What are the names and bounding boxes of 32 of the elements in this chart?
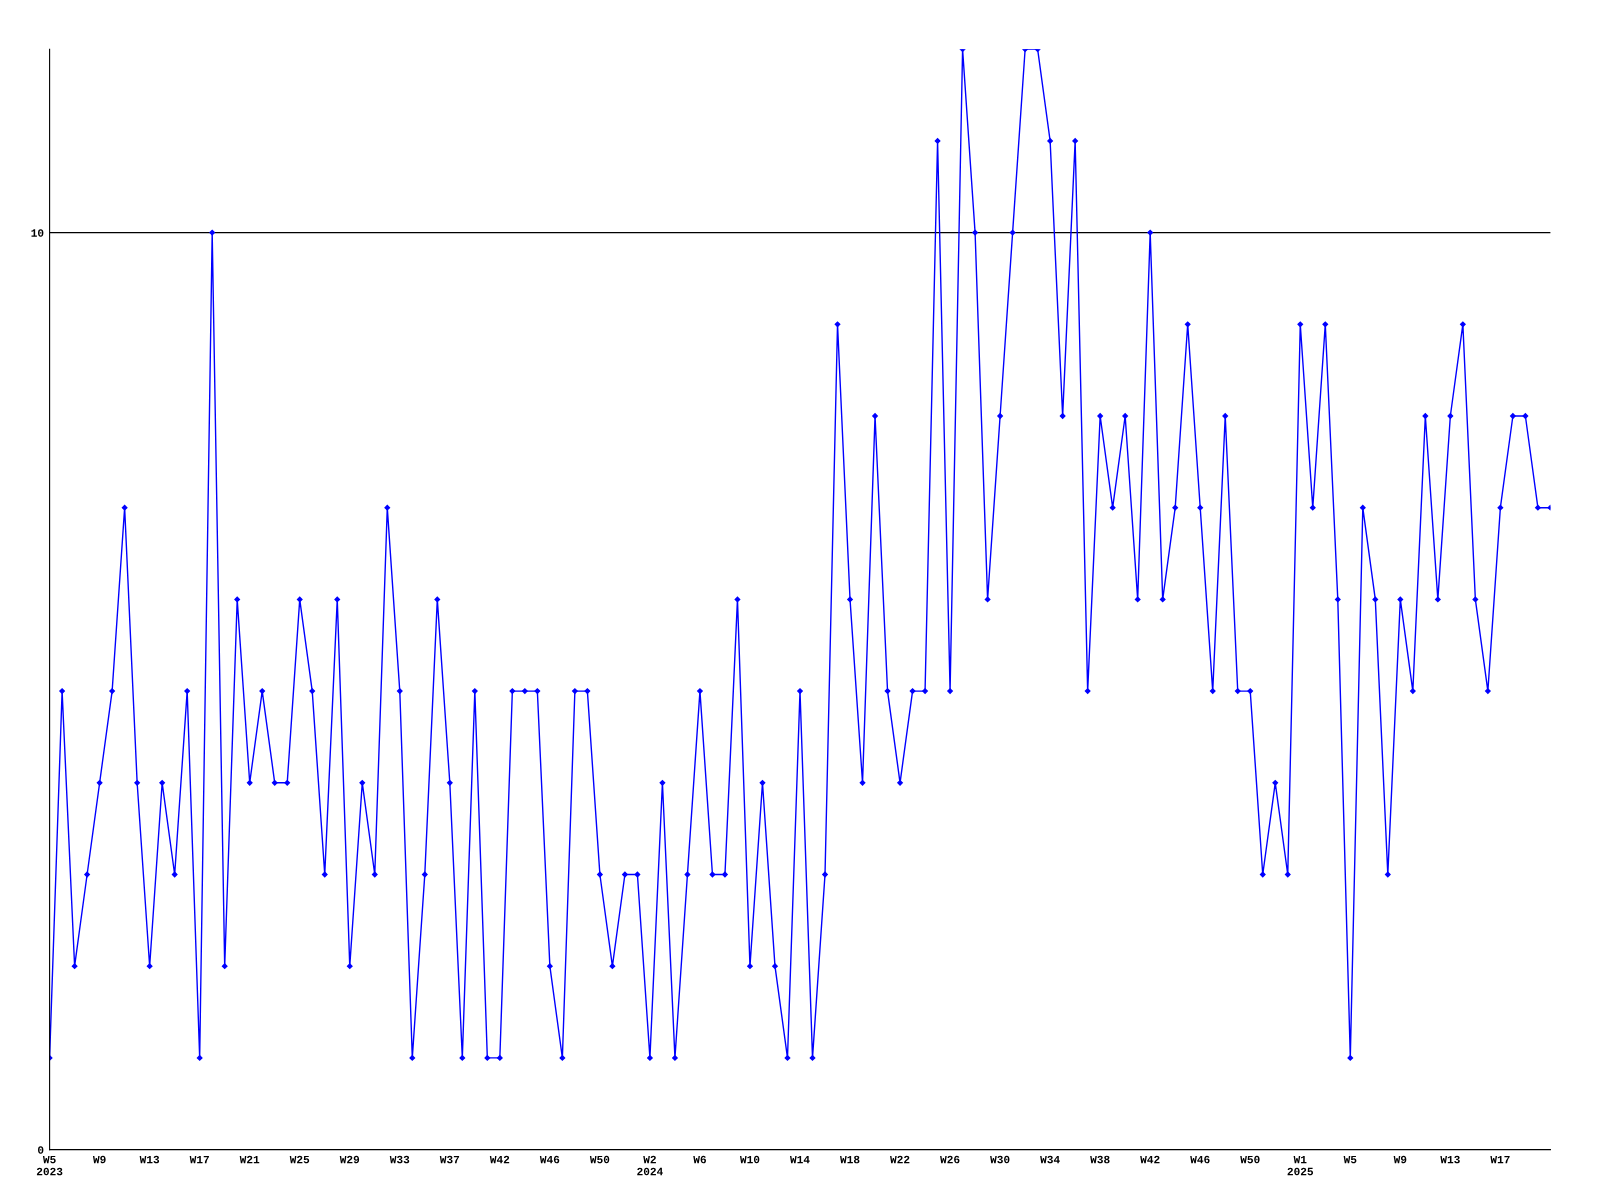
x-tick-label: W17 — [1490, 1155, 1510, 1164]
x-tick-label: W50 — [589, 1155, 610, 1164]
x-tick-label: W42 — [1140, 1155, 1160, 1164]
x-tick-label: W18 — [840, 1155, 860, 1164]
x-tick-label: W2 2024 — [637, 1155, 663, 1176]
x-tick-label: W38 — [1090, 1155, 1110, 1164]
x-tick-label: W22 — [890, 1155, 910, 1164]
x-tick-label: W6 — [693, 1155, 706, 1164]
x-tick-label: W21 — [239, 1155, 260, 1164]
y-tick-label: 10 — [31, 229, 44, 237]
x-tick-label: W37 — [439, 1155, 460, 1164]
x-tick-label: W10 — [739, 1155, 760, 1164]
x-tick-label: W5 2023 — [36, 1155, 63, 1176]
x-tick-label: W9 — [92, 1155, 106, 1164]
x-tick-label: W46 — [1190, 1155, 1210, 1164]
x-tick-label: W17 — [189, 1155, 209, 1164]
x-tick-label: W50 — [1240, 1155, 1260, 1164]
y-tick-label: 0 — [38, 1146, 44, 1154]
x-tick-label: W5 — [1343, 1155, 1357, 1164]
x-tick-label: W14 — [790, 1155, 810, 1164]
x-tick-label: W29 — [339, 1155, 360, 1164]
x-tick-label: W26 — [940, 1155, 960, 1164]
x-tick-label: W9 — [1393, 1155, 1407, 1164]
x-tick-label: W46 — [539, 1155, 560, 1164]
x-tick-label: W34 — [1040, 1155, 1060, 1164]
x-tick-label: W13 — [1440, 1155, 1460, 1164]
x-tick-label: W1 2025 — [1287, 1155, 1314, 1176]
x-tick-label: W33 — [389, 1155, 410, 1164]
x-tick-label: W13 — [139, 1155, 160, 1164]
x-tick-label: W25 — [289, 1155, 310, 1164]
x-tick-label: W42 — [489, 1155, 510, 1164]
x-tick-label: W30 — [990, 1155, 1010, 1164]
